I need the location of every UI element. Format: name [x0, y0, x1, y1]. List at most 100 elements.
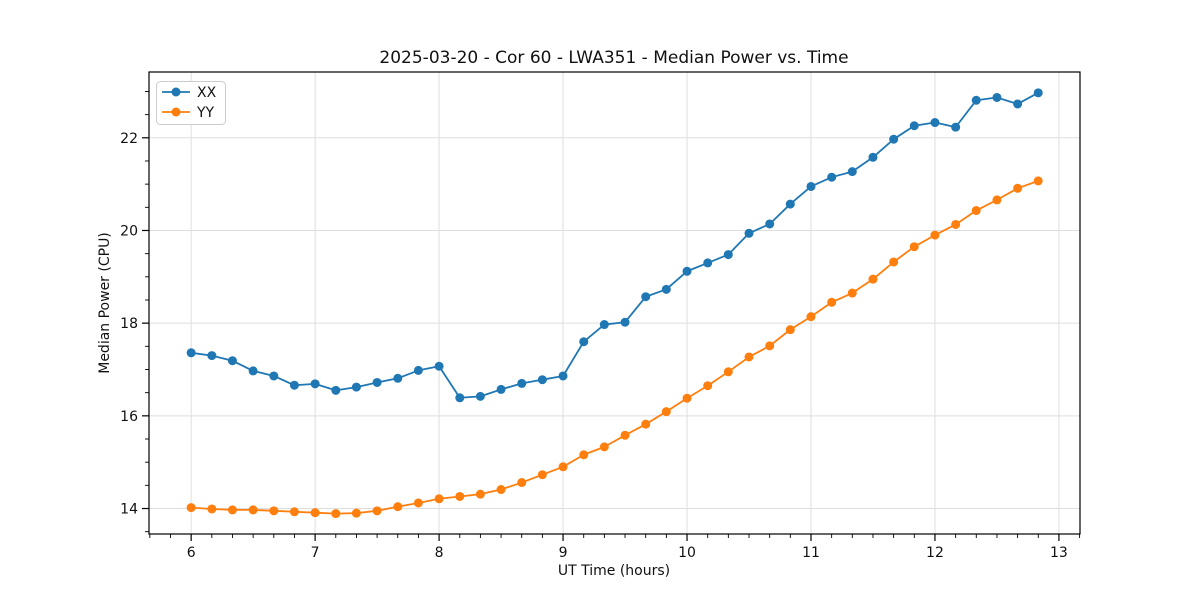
series-YY-point — [951, 219, 961, 229]
series-YY-point — [723, 367, 733, 377]
series-YY-point — [971, 206, 981, 216]
legend-marker-yy — [171, 107, 181, 117]
series-YY-point — [455, 491, 465, 501]
series-YY-point — [909, 242, 919, 252]
series-YY-point — [475, 489, 485, 499]
gridlines — [149, 72, 1080, 534]
series-XX-point — [765, 219, 775, 229]
series-XX-point — [827, 172, 837, 182]
x-tick-label: 11 — [802, 545, 820, 561]
series-XX-point — [207, 351, 217, 361]
series-XX-point — [248, 366, 258, 376]
series-YY-point — [992, 195, 1002, 205]
series-YY-point — [765, 341, 775, 351]
series-YY-point — [930, 230, 940, 240]
legend: XX YY — [156, 81, 226, 125]
series-YY-point — [434, 494, 444, 504]
y-tick-label: 14 — [120, 502, 138, 518]
series-YY-point — [599, 442, 609, 452]
series-XX-point — [723, 250, 733, 260]
series-XX-point — [331, 385, 341, 395]
series-XX-point — [186, 348, 196, 358]
series-XX-point — [889, 134, 899, 144]
series-YY-point — [806, 312, 816, 322]
series-YY-point — [703, 381, 713, 391]
series-XX-point — [517, 378, 527, 388]
x-tick-label: 13 — [1050, 545, 1068, 561]
series-YY-point — [1033, 176, 1043, 186]
series-YY-point — [310, 508, 320, 518]
series-YY-point — [889, 257, 899, 267]
series-YY-point — [827, 297, 837, 307]
y-tick-label: 16 — [120, 409, 138, 425]
x-tick-label: 9 — [559, 545, 568, 561]
series-YY-point — [207, 504, 217, 514]
plot-frame — [148, 71, 1081, 535]
series-XX-point — [351, 382, 361, 392]
series-XX-point — [310, 379, 320, 389]
series-XX-point — [269, 371, 279, 381]
x-tick-label: 8 — [435, 545, 444, 561]
series-YY-point — [289, 507, 299, 517]
x-tick-label: 7 — [311, 545, 320, 561]
series-YY-point — [248, 505, 258, 515]
series-YY-point — [351, 508, 361, 518]
series-XX-point — [537, 375, 547, 385]
series-YY-point — [537, 470, 547, 480]
series-XX-point — [475, 391, 485, 401]
series-YY-point — [1013, 183, 1023, 193]
series-YY-point — [682, 393, 692, 403]
series-XX-point — [599, 320, 609, 330]
series-YY-point — [517, 478, 527, 488]
series-YY — [186, 176, 1043, 519]
x-axis-label: UT Time (hours) — [558, 563, 670, 579]
chart-title: 2025-03-20 - Cor 60 - LWA351 - Median Po… — [379, 48, 848, 68]
series-XX-point — [682, 266, 692, 276]
series-XX-point — [289, 380, 299, 390]
series-XX-point — [909, 121, 919, 131]
y-axis-label: Median Power (CPU) — [97, 232, 113, 374]
series-XX-point — [992, 92, 1002, 102]
y-tick-label: 20 — [120, 223, 138, 239]
series-YY-point — [227, 505, 237, 515]
series-XX-point — [868, 152, 878, 162]
series-YY-point — [372, 506, 382, 516]
series-YY-point — [868, 274, 878, 284]
series-YY-point — [413, 498, 423, 508]
series-XX-point — [393, 373, 403, 383]
series-YY-point — [331, 509, 341, 519]
plot-area: 6 7 8 9 10 11 12 13 14 16 18 20 22 — [120, 72, 1081, 561]
legend-marker-xx — [171, 87, 181, 97]
series-YY-point — [620, 430, 630, 440]
series-XX-point — [661, 284, 671, 294]
series-XX-point — [785, 199, 795, 209]
series-XX-point — [496, 384, 506, 394]
series-XX-point — [579, 337, 589, 347]
series-XX-point — [1013, 99, 1023, 109]
series-XX-point — [744, 228, 754, 238]
series-XX-point — [455, 393, 465, 403]
series-XX-point — [971, 95, 981, 105]
series-YY-point — [496, 485, 506, 495]
series-XX-point — [847, 167, 857, 177]
series-YY-point — [847, 288, 857, 298]
series-XX-point — [558, 371, 568, 381]
y-tick-label: 22 — [120, 131, 138, 147]
series-YY-point — [744, 352, 754, 362]
series-XX-point — [413, 365, 423, 375]
series-YY-point — [269, 506, 279, 516]
x-tick-label: 6 — [187, 545, 196, 561]
series-YY-point — [393, 502, 403, 512]
y-tick-label: 18 — [120, 316, 138, 332]
legend-item-xx: XX — [162, 85, 217, 101]
series-YY-point — [558, 462, 568, 472]
series-YY-point — [661, 407, 671, 417]
series-YY-point — [641, 419, 651, 429]
series-YY-point — [579, 450, 589, 460]
series-XX-point — [620, 317, 630, 327]
series-XX-point — [951, 122, 961, 132]
legend-label-yy: YY — [196, 105, 215, 121]
series-XX-point — [930, 118, 940, 128]
